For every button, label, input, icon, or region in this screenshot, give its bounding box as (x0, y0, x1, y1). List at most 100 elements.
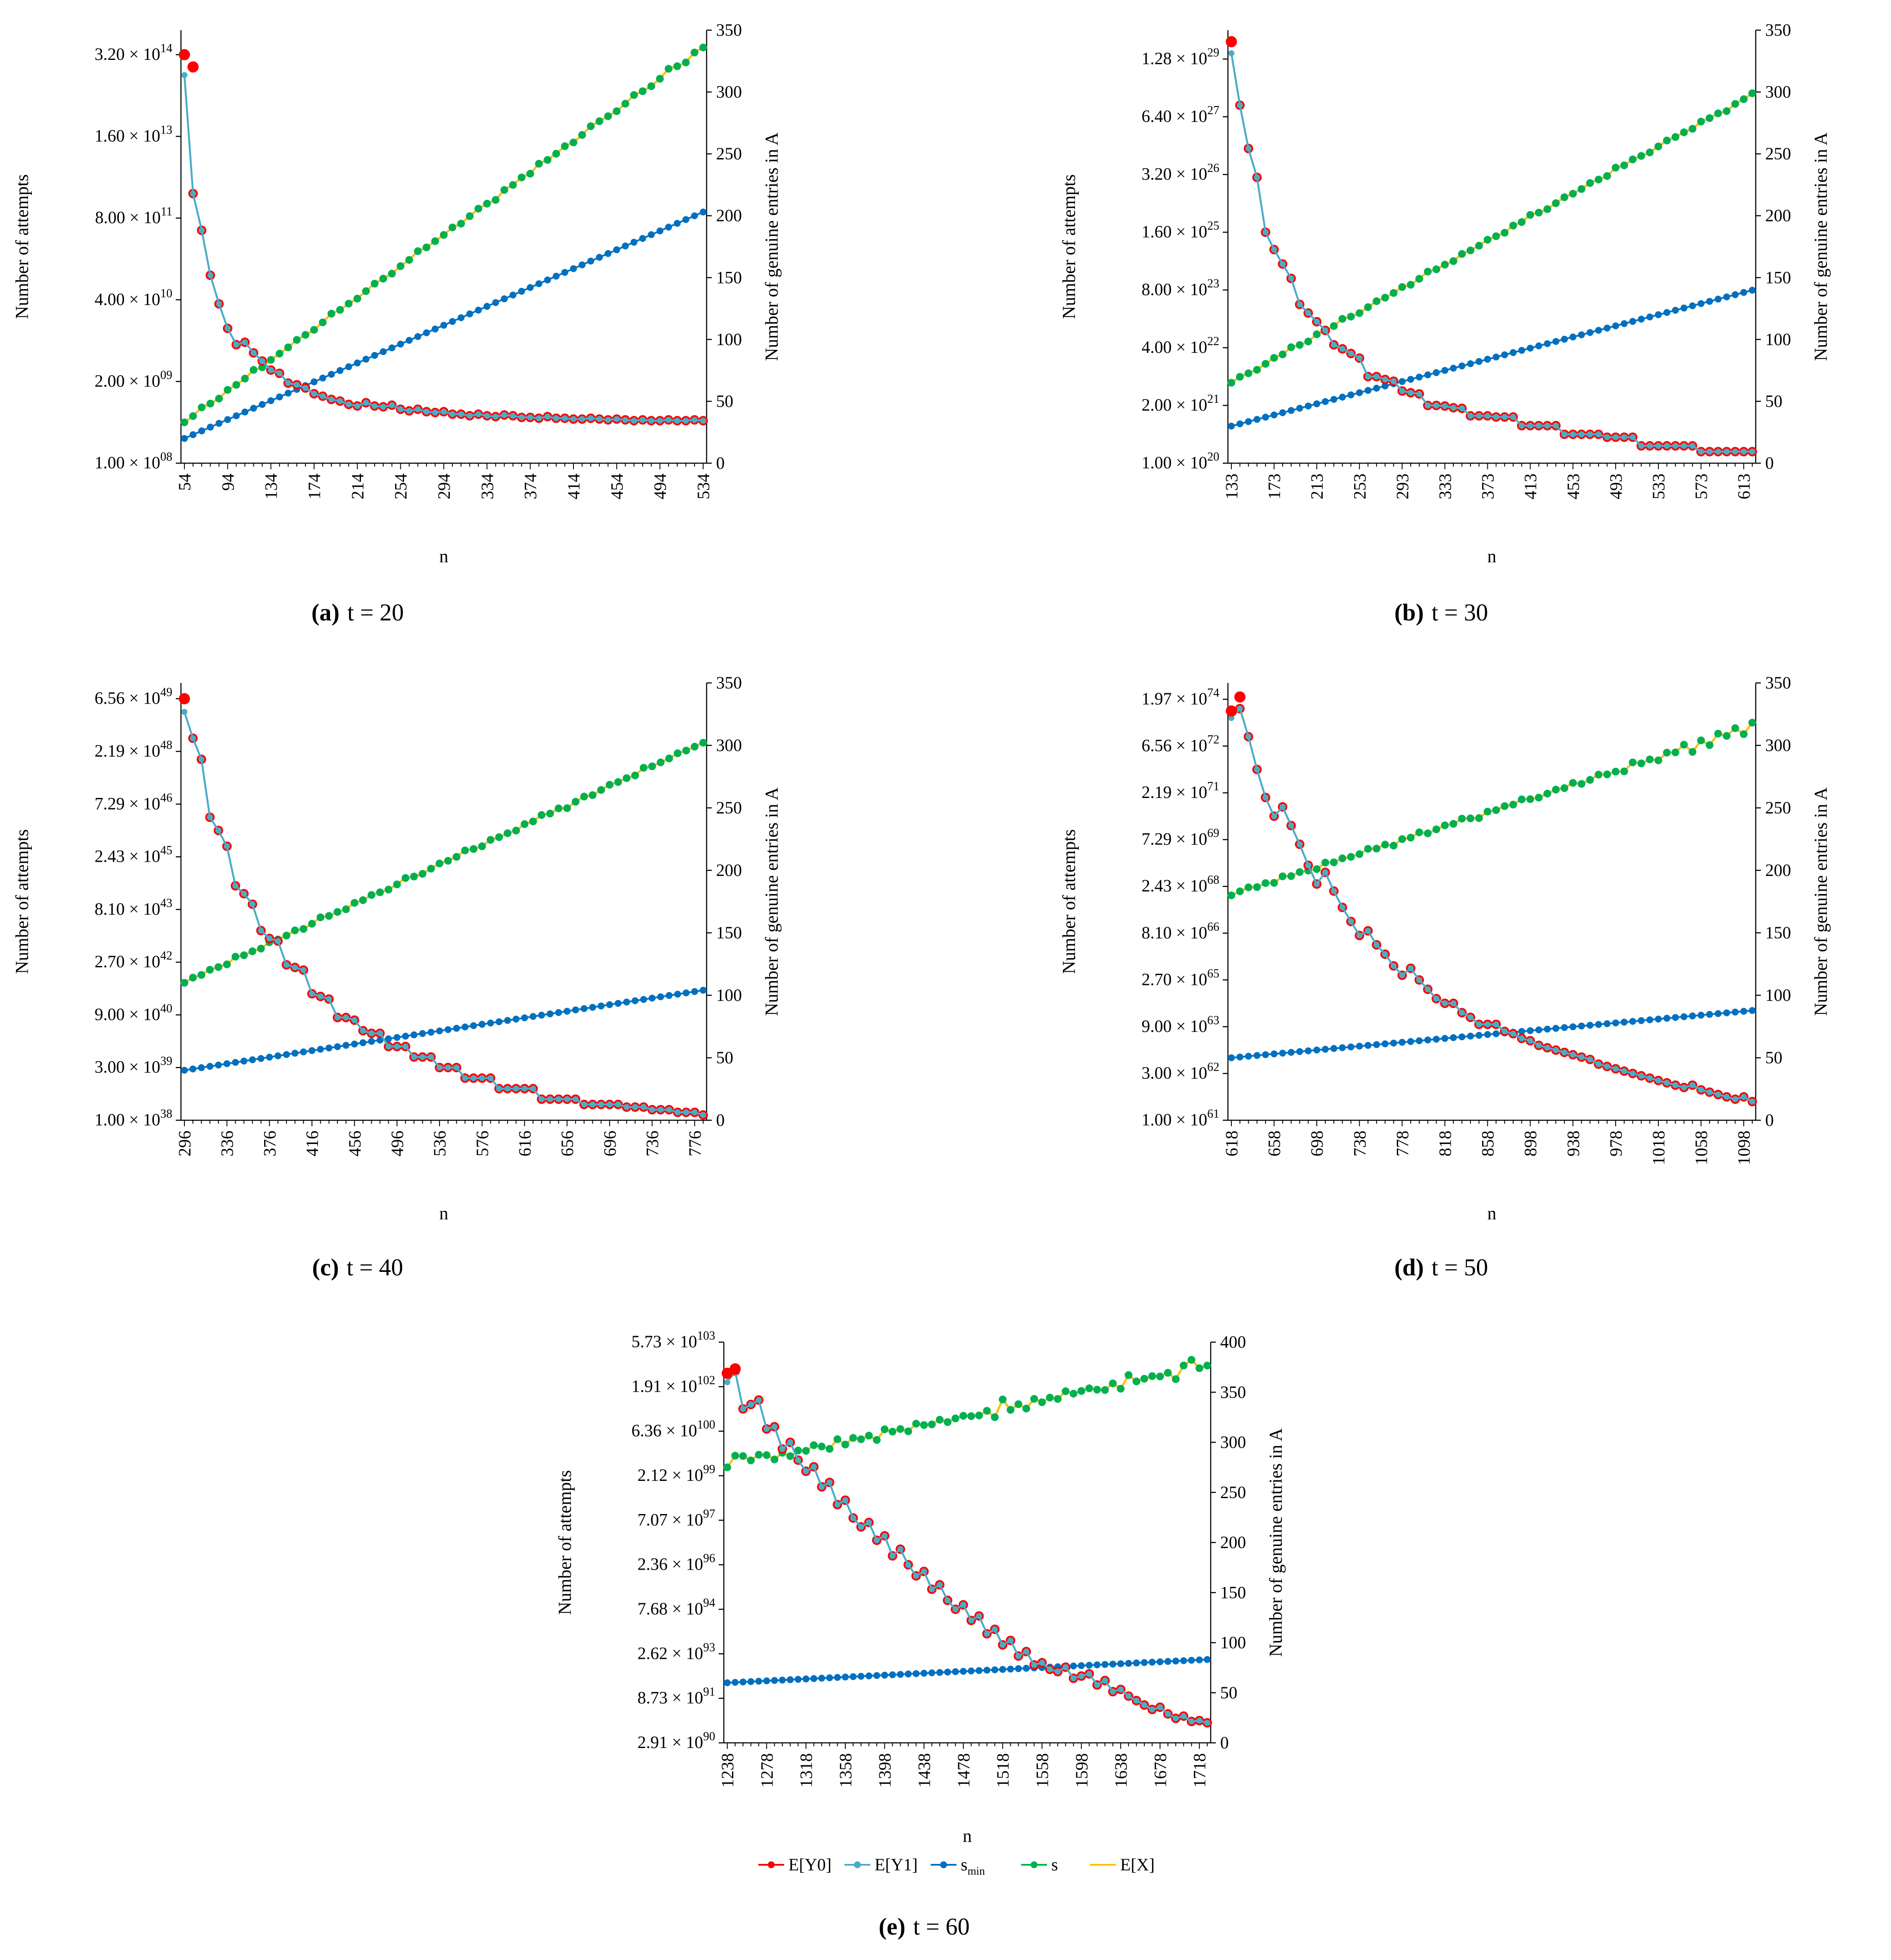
ey1-point (492, 413, 499, 420)
ey1-point (622, 417, 629, 423)
ey1-point (905, 1561, 912, 1568)
smin-point (1458, 362, 1466, 370)
s-point (1731, 724, 1739, 732)
y-tick-label: 7.68 × 1094 (637, 1596, 715, 1618)
ey1-point (1031, 1662, 1037, 1668)
ey1-point (414, 406, 421, 412)
ey1-point (536, 415, 542, 421)
s-point (1680, 128, 1688, 137)
ey1-point (1424, 402, 1431, 408)
y-tick-label: 3.20 × 1014 (94, 42, 172, 64)
y2-tick-label: 100 (716, 330, 742, 349)
ey1-point (283, 962, 290, 968)
y-tick-label: 1.00 × 1020 (1141, 450, 1219, 472)
x-tick-label: 334 (477, 474, 497, 499)
y2-tick-label: 0 (1765, 1110, 1774, 1130)
ey1-point (984, 1630, 990, 1637)
legend-marker (940, 1861, 947, 1868)
smin-point (1714, 1010, 1722, 1017)
smin-point (380, 348, 387, 355)
smin-point (1125, 1660, 1132, 1667)
smin-point (317, 1046, 324, 1053)
s-point (214, 963, 222, 971)
y-tick-label: 7.29 × 1069 (1141, 827, 1219, 849)
ey1-point (1459, 1010, 1465, 1016)
smin-point (1578, 331, 1585, 338)
ey1-point (1279, 804, 1286, 810)
s-point (362, 287, 370, 295)
caption: (a) t = 20 (312, 599, 404, 626)
s-point (578, 131, 586, 139)
y2-tick-label: 150 (1765, 923, 1791, 942)
y2-tick-label: 0 (716, 1110, 725, 1130)
s-point (563, 804, 571, 812)
s-point (614, 778, 622, 786)
y2-tick-label: 250 (1765, 798, 1791, 817)
s-point (656, 75, 664, 83)
ey1-point (640, 1104, 647, 1110)
s-point (1441, 821, 1449, 829)
chart-e: 2.91 × 1090 8.73 × 1091 2.62 × 1093 7.68 × … (555, 1329, 1286, 1940)
s-point (1449, 820, 1458, 828)
s-point (959, 1412, 967, 1420)
y2-tick-label: 300 (1220, 1433, 1246, 1452)
s-point (1458, 814, 1466, 823)
x-tick-label: 613 (1734, 474, 1754, 499)
s-point (1560, 784, 1568, 792)
smin-point (1347, 391, 1355, 399)
smin-point (587, 257, 595, 265)
ey1-point (666, 1106, 673, 1113)
s-point (1054, 1395, 1062, 1403)
y-tick-label: 7.29 × 1046 (94, 791, 172, 813)
s-point (1671, 748, 1679, 757)
ey1-point (1442, 1000, 1448, 1006)
x-tick-label: 898 (1521, 1131, 1540, 1156)
y-tick-label: 2.00 × 1009 (94, 368, 172, 390)
smin-point (1467, 1032, 1474, 1040)
ey1-point (363, 399, 369, 406)
smin-point (518, 288, 525, 295)
s-point (1552, 199, 1560, 207)
smin-point (1271, 1050, 1278, 1058)
s-point (1705, 114, 1713, 122)
ey1-point (311, 390, 317, 397)
smin-point (724, 1679, 731, 1686)
ey1-point (564, 1096, 570, 1103)
ey1-point (1655, 1077, 1661, 1084)
smin-point (359, 1039, 367, 1047)
y-tick-label: 9.00 × 1040 (94, 1002, 172, 1024)
smin-point (483, 303, 491, 310)
smin-point (826, 1674, 833, 1682)
ey1-point (1715, 449, 1721, 455)
y-tick-label: 1.28 × 1029 (1141, 46, 1219, 68)
y2-tick-label: 50 (716, 391, 733, 411)
s-point (1364, 845, 1372, 853)
s-point (595, 117, 604, 125)
smin-point (1689, 302, 1696, 309)
s-point (422, 243, 430, 252)
x-tick-label: 336 (218, 1131, 237, 1156)
ey1-point (1228, 50, 1234, 56)
smin-point (354, 359, 361, 367)
smin-point (1109, 1661, 1116, 1668)
smin-point (1365, 387, 1372, 394)
caption: (b) t = 30 (1394, 599, 1488, 626)
s-point (1654, 142, 1662, 150)
smin-point (1620, 320, 1628, 327)
ey1-point (1047, 1666, 1053, 1673)
ey1-point (614, 416, 620, 422)
s-point (1364, 303, 1372, 311)
ey1-point (570, 416, 576, 422)
smin-point (449, 318, 456, 325)
ey1-point (834, 1502, 841, 1508)
y-tick-label: 1.60 × 1025 (1141, 219, 1219, 241)
s-point (241, 374, 249, 383)
s-point (1535, 209, 1543, 217)
smin-point (1492, 1030, 1500, 1038)
s-point (1077, 1387, 1085, 1395)
s-point (786, 1452, 794, 1460)
smin-point (1140, 1659, 1148, 1666)
ey1-point (944, 1597, 951, 1604)
y2-tick-label: 50 (1220, 1683, 1237, 1702)
legend-label: E[Y0] (788, 1855, 832, 1874)
